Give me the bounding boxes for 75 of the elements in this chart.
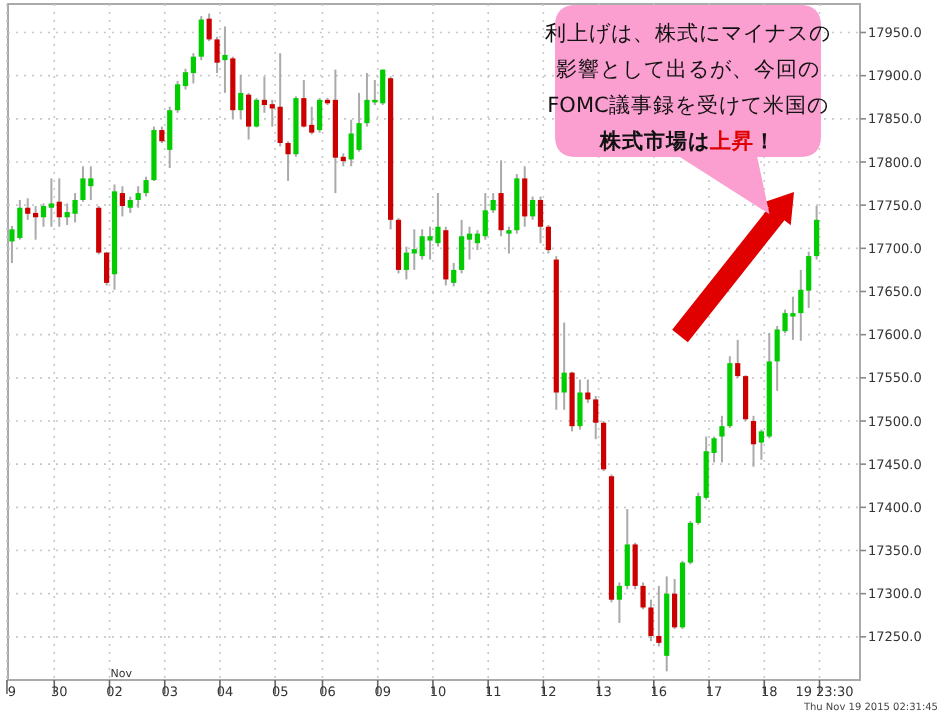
candlestick (672, 577, 678, 631)
candlestick (104, 250, 110, 287)
candlestick (167, 105, 173, 170)
candlestick (285, 140, 291, 182)
candlestick (482, 192, 488, 241)
candlestick (506, 225, 512, 255)
annotation: FOMC議事録を受けて米国の (547, 92, 829, 118)
candlestick (317, 97, 323, 134)
candlestick (577, 378, 583, 431)
candlestick (253, 97, 260, 129)
annotation: ！ (754, 130, 776, 154)
candlestick (17, 198, 23, 241)
candlestick (790, 295, 796, 341)
annotation: 利上げは、株式にマイナスの (545, 20, 831, 46)
candlestick (537, 195, 544, 245)
candlestick (561, 321, 567, 411)
annotation: 株式市場は (598, 128, 710, 154)
candlestick (687, 520, 693, 566)
candlestick (246, 91, 252, 141)
candlestick (545, 224, 551, 255)
candlestick (96, 205, 102, 256)
candlestick (640, 581, 646, 611)
candlestick (64, 202, 70, 227)
candlestick (814, 205, 820, 261)
candlestick (601, 420, 607, 473)
candlestick (522, 165, 528, 228)
candlestick (411, 228, 417, 271)
candlestick (632, 541, 638, 591)
candlestick (593, 394, 599, 441)
candlestick (616, 581, 622, 625)
candlestick (175, 79, 181, 114)
candlestick (356, 91, 362, 153)
candlestick (135, 185, 141, 209)
candlestick (198, 15, 204, 62)
candlestick (498, 159, 504, 238)
candlestick (459, 218, 465, 275)
candlestick (364, 72, 370, 128)
annotation: 上昇 (708, 128, 754, 154)
candlestick (33, 205, 39, 241)
candlestick (238, 73, 244, 120)
candlestick (750, 414, 757, 468)
candlestick (806, 250, 812, 309)
candlestick (743, 374, 749, 422)
candlestick (190, 52, 196, 85)
candlestick (25, 197, 31, 221)
candlestick (348, 118, 354, 168)
candlestick (451, 262, 457, 288)
candlestick (380, 68, 386, 107)
candlestick (656, 584, 662, 648)
candlestick (301, 78, 307, 129)
candlestick (261, 75, 267, 114)
annotation: 影響として出るが、今回の (556, 56, 820, 82)
candlestick (419, 228, 425, 261)
candlestick (435, 192, 441, 248)
candlestick (222, 25, 228, 94)
candlestick (735, 338, 741, 379)
candlestick (119, 185, 125, 218)
candlestick (530, 195, 536, 221)
candlestick (427, 225, 433, 261)
candlestick (40, 202, 47, 228)
candlestick (403, 245, 409, 281)
candlestick (56, 177, 62, 228)
candlestick (490, 192, 496, 214)
candlestick (624, 508, 630, 591)
candlestick (309, 105, 315, 136)
candlestick (648, 598, 654, 643)
candlestick (206, 12, 212, 43)
candlestick (277, 52, 283, 148)
candlestick (80, 165, 86, 203)
candlestick (143, 175, 149, 198)
candlestick (214, 35, 220, 75)
candlestick (48, 177, 54, 228)
candlestick (72, 192, 78, 224)
candlestick (719, 414, 725, 464)
candlestick (88, 165, 94, 201)
